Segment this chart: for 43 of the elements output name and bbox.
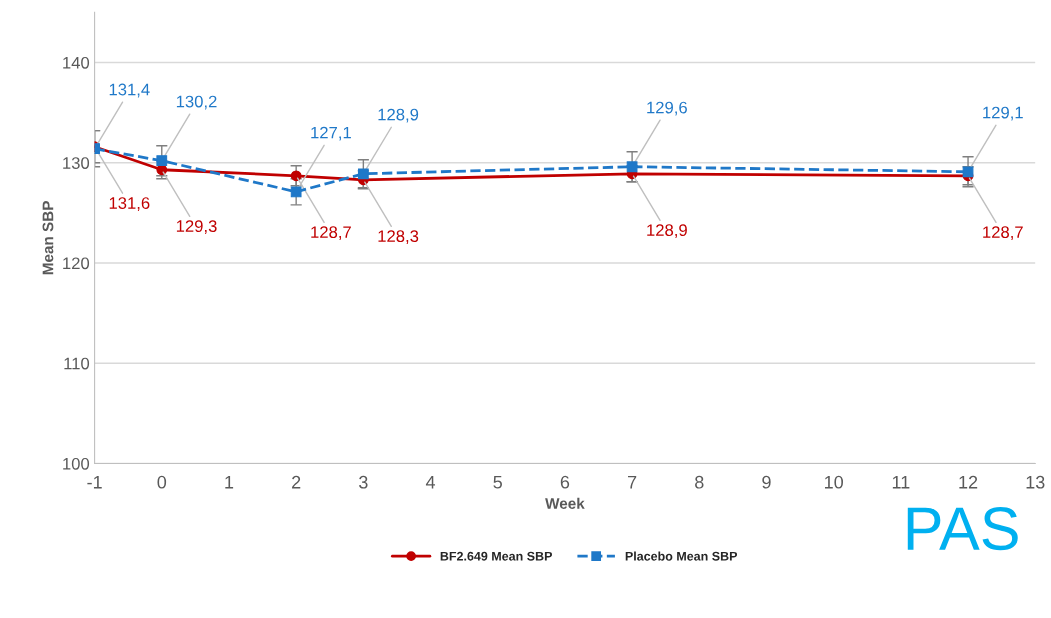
x-tick-label: 13 bbox=[1026, 475, 1045, 489]
legend-label: BF2.649 Mean SBP bbox=[440, 551, 552, 561]
data-label: 129,3 bbox=[176, 220, 217, 234]
data-label: 131,6 bbox=[109, 197, 150, 211]
data-label: 129,1 bbox=[983, 106, 1023, 121]
x-tick-label: 8 bbox=[695, 475, 704, 489]
x-tick-label: 9 bbox=[762, 475, 771, 489]
point bbox=[357, 168, 369, 180]
text: PAS bbox=[907, 507, 1018, 551]
x-axis-title: Week bbox=[545, 497, 585, 509]
point bbox=[290, 170, 302, 182]
x-tick-label: 1 bbox=[225, 475, 234, 489]
x-tick-label: 3 bbox=[359, 475, 368, 489]
y-tick-label: 110 bbox=[64, 357, 90, 370]
x-tick-label: 2 bbox=[292, 475, 301, 489]
data-label: 128,7 bbox=[311, 226, 351, 240]
x-tick-label: 6 bbox=[560, 475, 570, 489]
y-tick-label: 140 bbox=[63, 56, 90, 69]
data-label: 127,1 bbox=[311, 126, 351, 141]
data-label: 128,7 bbox=[983, 226, 1023, 240]
data-label: 128,9 bbox=[378, 108, 419, 123]
point bbox=[290, 186, 302, 198]
x-tick-label: 7 bbox=[628, 475, 637, 489]
x-tick-label: -1 bbox=[87, 475, 102, 489]
x-tick-label: 0 bbox=[157, 475, 167, 489]
y-tick-label: 120 bbox=[63, 257, 90, 270]
x-tick-label: 12 bbox=[959, 475, 978, 489]
x-tick-label: 5 bbox=[493, 475, 502, 489]
x-tick-label: 11 bbox=[892, 475, 910, 489]
y-axis-title: Mean SBP bbox=[42, 201, 54, 275]
x-tick-label: 4 bbox=[425, 475, 436, 489]
data-label: 128,3 bbox=[378, 230, 419, 244]
data-label: 130,2 bbox=[176, 95, 217, 110]
data-label: 128,9 bbox=[647, 224, 687, 238]
point bbox=[962, 166, 974, 178]
data-label: 129,6 bbox=[647, 101, 687, 116]
y-tick-label: 130 bbox=[63, 157, 90, 169]
point bbox=[626, 161, 638, 173]
data-label: 131,4 bbox=[109, 83, 150, 98]
x-tick-label: 10 bbox=[825, 475, 843, 489]
legend-label: Placebo Mean SBP bbox=[625, 551, 738, 561]
y-tick-label: 100 bbox=[63, 457, 90, 470]
point bbox=[156, 155, 168, 167]
